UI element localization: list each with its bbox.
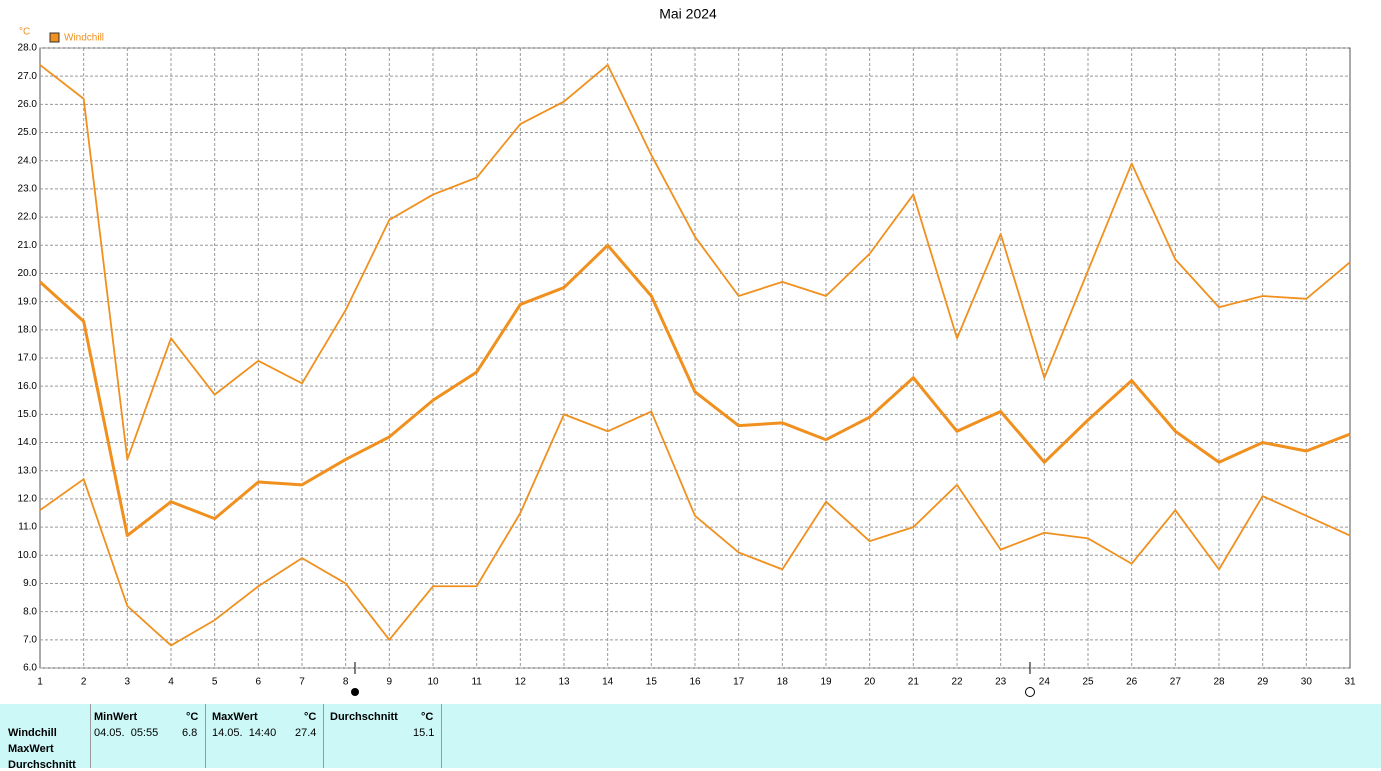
header: MinWert	[94, 711, 138, 723]
y-tick-label: 12.0	[18, 494, 38, 505]
row-label: Durchschnitt	[8, 759, 76, 771]
y-tick-label: 24.0	[18, 155, 38, 166]
header: °C	[186, 711, 199, 723]
x-tick-label: 5	[212, 677, 218, 688]
y-tick-label: 7.0	[23, 634, 37, 645]
y-tick-label: 26.0	[18, 99, 38, 110]
cell: 04.05. 05:55	[94, 727, 159, 739]
x-tick-label: 16	[689, 677, 701, 688]
y-tick-label: 9.0	[23, 578, 37, 589]
y-tick-label: 22.0	[18, 212, 38, 223]
y-tick-label: 19.0	[18, 296, 38, 307]
y-tick-label: 16.0	[18, 381, 38, 392]
x-tick-label: 22	[951, 677, 963, 688]
y-tick-label: 25.0	[18, 127, 38, 138]
x-tick-label: 9	[387, 677, 393, 688]
x-tick-label: 28	[1213, 677, 1225, 688]
x-tick-label: 18	[777, 677, 789, 688]
y-tick-label: 28.0	[18, 43, 38, 54]
y-tick-label: 13.0	[18, 465, 38, 476]
cell: 27.4	[295, 727, 317, 739]
x-tick-label: 19	[820, 677, 832, 688]
y-tick-label: 6.0	[23, 663, 37, 674]
y-tick-label: 27.0	[18, 71, 38, 82]
cell: 15.1	[413, 727, 435, 739]
x-tick-label: 29	[1257, 677, 1269, 688]
y-tick-label: 21.0	[18, 240, 38, 251]
new-moon-icon	[1025, 687, 1035, 697]
x-tick-label: 8	[343, 677, 349, 688]
series-line	[38, 243, 1351, 538]
x-tick-label: 13	[558, 677, 570, 688]
x-tick-label: 6	[256, 677, 262, 688]
x-tick-label: 15	[646, 677, 658, 688]
x-tick-label: 2	[81, 677, 87, 688]
x-tick-label: 30	[1301, 677, 1313, 688]
x-tick-label: 31	[1344, 677, 1356, 688]
x-tick-label: 1	[37, 677, 43, 688]
y-tick-label: 23.0	[18, 184, 38, 195]
y-tick-label: 11.0	[18, 522, 37, 533]
y-unit: °C	[19, 27, 30, 38]
x-tick-label: 11	[471, 677, 482, 688]
x-tick-label: 3	[125, 677, 131, 688]
cell: 14.05. 14:40	[212, 727, 277, 739]
chart-title: Mai 2024	[659, 6, 717, 22]
row-label: MaxWert	[8, 743, 54, 755]
y-tick-label: 15.0	[18, 409, 38, 420]
y-tick-label: 20.0	[18, 268, 38, 279]
series-line	[39, 410, 1351, 647]
full-moon-icon	[351, 688, 359, 696]
x-tick-label: 23	[995, 677, 1007, 688]
header: MaxWert	[212, 711, 258, 723]
legend-label: Windchill	[64, 33, 104, 44]
x-tick-label: 7	[299, 677, 305, 688]
header: Durchschnitt	[330, 711, 398, 723]
x-tick-label: 21	[908, 677, 920, 688]
x-tick-label: 20	[864, 677, 876, 688]
separator	[323, 704, 324, 768]
header: °C	[304, 711, 317, 723]
y-tick-label: 8.0	[23, 606, 37, 617]
x-tick-label: 25	[1082, 677, 1094, 688]
summary-panel: MinWert °C MaxWert °C Durchschnitt °C Wi…	[0, 704, 1381, 771]
separator	[441, 704, 442, 768]
separator	[90, 704, 91, 768]
x-tick-label: 14	[602, 677, 614, 688]
header: °C	[421, 711, 434, 723]
x-tick-label: 10	[427, 677, 439, 688]
x-tick-label: 27	[1170, 677, 1182, 688]
x-tick-label: 26	[1126, 677, 1138, 688]
y-tick-label: 18.0	[18, 324, 38, 335]
x-tick-label: 4	[168, 677, 174, 688]
row-label: Windchill	[8, 727, 57, 739]
legend-swatch	[49, 32, 60, 43]
y-tick-label: 14.0	[18, 437, 38, 448]
x-tick-label: 24	[1039, 677, 1051, 688]
x-tick-label: 12	[515, 677, 527, 688]
cell: 6.8	[182, 727, 198, 739]
series-line	[39, 64, 1351, 461]
y-tick-label: 17.0	[18, 353, 38, 364]
chart: Mai 2024 °C Windchill 6.07.08.09.010.011…	[18, 6, 1356, 697]
y-tick-label: 10.0	[18, 550, 38, 561]
x-tick-label: 17	[733, 677, 745, 688]
separator	[205, 704, 206, 768]
